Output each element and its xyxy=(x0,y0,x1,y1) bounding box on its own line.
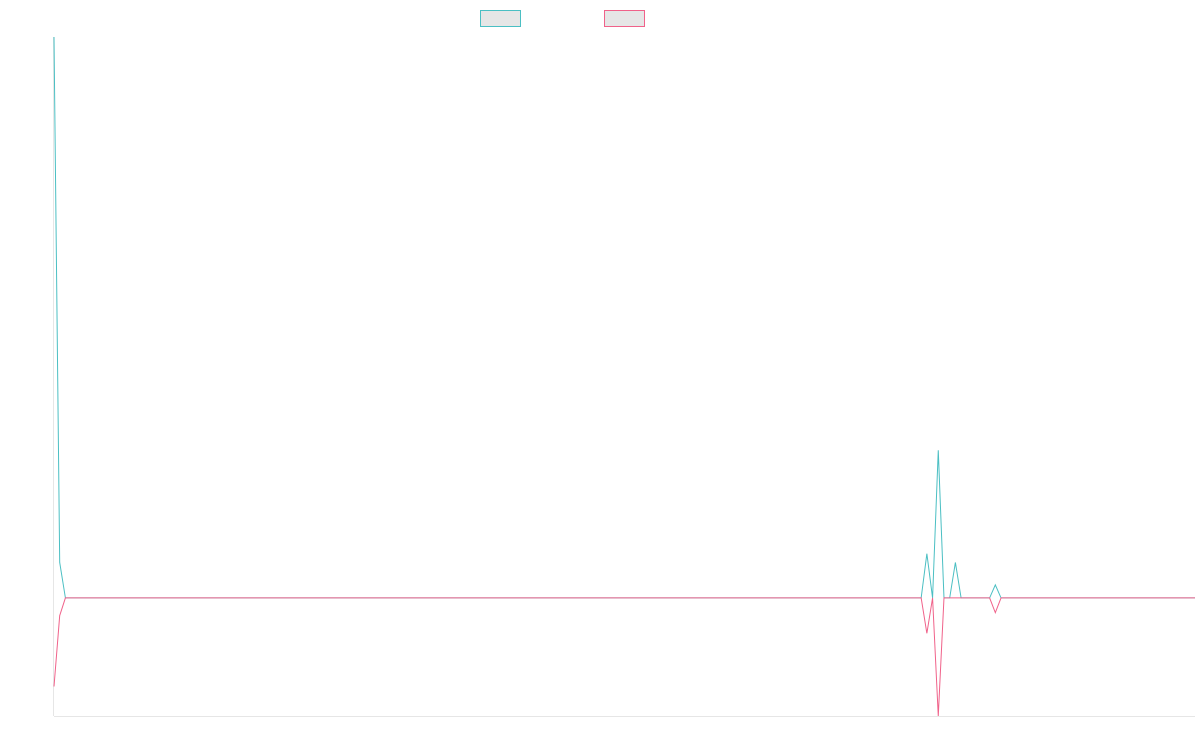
legend-swatch-1[interactable] xyxy=(480,10,521,27)
series-line-1 xyxy=(53,36,1195,599)
series-line-2 xyxy=(53,597,1195,717)
series-group xyxy=(53,36,1195,717)
chart-legend xyxy=(480,10,645,27)
legend-swatch-2[interactable] xyxy=(604,10,645,27)
